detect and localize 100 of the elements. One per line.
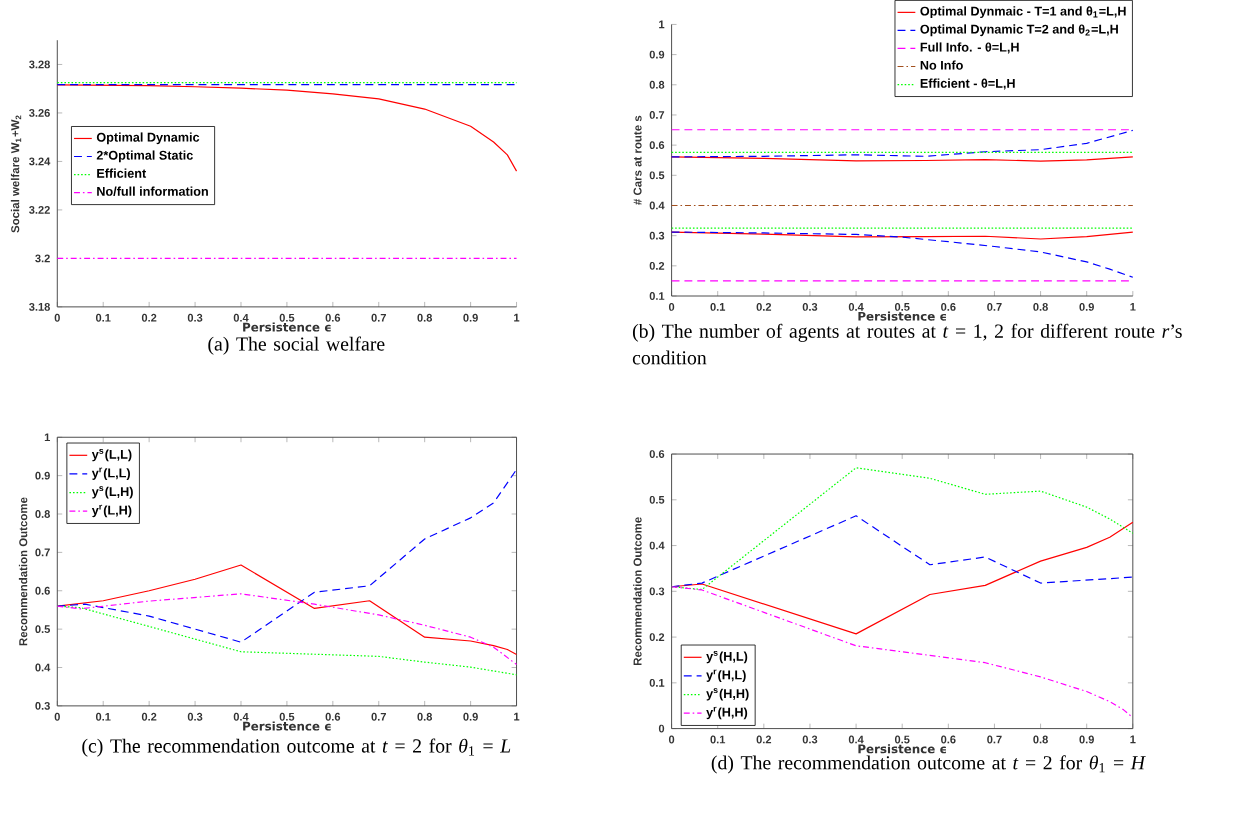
y-tick-label: 0.1 [649,678,665,687]
x-tick-label: 0 [668,302,675,311]
text: (a) The social welfare [208,336,385,355]
y-tick-label: 0.5 [35,625,51,633]
y-tick-label: 0.2 [649,633,665,641]
x-tick-label: 0.9 [1079,302,1094,311]
x-tick-label: 1 [514,313,520,322]
legend-label: No Info [920,60,963,70]
x-tick-label: 0 [54,712,60,721]
x-tick-label: 0.3 [802,302,818,311]
x-tick-label: 0 [54,313,60,322]
x-tick-label: 0.4 [233,313,249,322]
x-tick-label: 0.5 [894,735,910,744]
legend-label: y$^{r}$(L,L) [91,467,130,480]
x-tick-label: 0.6 [941,302,956,311]
x-tick-label: 1 [1130,735,1136,744]
x-tick-label: 0.6 [325,712,341,721]
x-tick-label: 0.3 [187,712,203,721]
y-tick-label: 3.18 [29,302,50,311]
y-tick-label: 3.24 [29,157,51,166]
y-tick-label: 0.2 [649,261,665,270]
y-tick-label: 0.3 [649,231,665,240]
x-tick-label: 0.2 [756,735,772,744]
x-tick-label: 0.7 [371,712,386,721]
line-series [56,593,518,665]
y-tick-label: 0.7 [35,548,50,557]
y-tick-label: 0.6 [35,586,50,595]
y-tick-label: 1 [44,433,51,441]
y-tick-label: 0.4 [649,541,665,550]
x-tick-label: 0.1 [95,313,111,322]
legend-label: Efficient - θ=L,H [920,78,1015,90]
x-tick-label: 0.4 [848,302,864,311]
y-tick-label: 3.2 [35,254,50,263]
x-tick-label: 0.2 [756,302,772,311]
x-tick-label: 0.4 [848,735,864,744]
x-axis-title: Persistence ϵ [243,322,331,332]
y-tick-label: 0.5 [649,171,665,180]
x-tick-label: 1 [1130,302,1136,311]
x-tick-label: 0.6 [325,313,341,322]
line-series [671,231,1134,278]
y-tick-label: 0.9 [35,471,50,480]
x-tick-label: 0.8 [417,313,433,322]
x-tick-label: 0.6 [941,735,956,744]
x-tick-label: 0.5 [279,313,295,322]
x-tick-label: 0.9 [463,712,478,721]
y-tick-label: 0.4 [649,201,665,210]
legend-label: 2*Optimal Static [96,150,193,163]
x-tick-label: 0.5 [894,302,910,311]
x-tick-label: 0.8 [1033,735,1048,744]
x-axis-title: Persistence ϵ [243,721,331,731]
y-tick-label: 3.28 [29,60,50,69]
legend-label: y$^{r}$(H,L) [706,669,746,682]
y-axis-title: Recommendation Outcome [633,517,642,665]
y-axis-title: Recommendation Outcome [18,497,28,646]
x-tick-label: 0.2 [141,712,157,721]
x-tick-label: 0.1 [710,735,726,744]
y-tick-label: 0.4 [35,663,51,672]
legend-label: Full Info. - θ=L,H [920,42,1019,54]
line-series [671,129,1134,158]
y-axis-title: # Cars at route s [633,115,642,205]
y-tick-label: 0.8 [649,80,665,89]
legend-label: No/full information [97,186,208,196]
x-tick-label: 0.1 [95,712,111,721]
x-tick-label: 0.2 [141,313,157,322]
x-tick-label: 0.4 [233,712,249,721]
line-series [671,585,1134,719]
legend-label: Optimal Dynamic [96,132,200,145]
x-axis-title: Persistence ϵ [858,743,946,754]
y-tick-label: 3.26 [29,108,50,117]
y-tick-label: 0.3 [649,587,665,596]
x-tick-label: 0.5 [279,712,295,721]
x-tick-label: 0.1 [710,302,726,311]
y-tick-label: 0.6 [649,449,665,458]
x-tick-label: 1 [514,712,520,721]
x-tick-label: 0.7 [371,313,386,322]
chart-title: (b) The number of agents at routes at t = 1, 2 for different route r’s condition [632,323,1182,365]
y-tick-label: 0.8 [35,509,50,518]
x-tick-label: 0.9 [1079,735,1094,744]
text: (d) The recommendation outcome at t = 2 for θ$_{1}$ = H [711,755,1146,774]
y-tick-label: 0.5 [649,495,665,504]
x-tick-label: 0.9 [463,313,478,322]
legend-label: Optimal Dynmaic - T=1 and θ$_{1}$=L,H [920,6,1126,18]
x-tick-label: 0.3 [187,313,203,322]
legend-label: y$^{r}$(H,H) [706,706,748,720]
x-tick-label: 0.7 [987,302,1002,311]
y-tick-label: 0.1 [649,291,665,300]
x-axis-title: Persistence ϵ [858,311,946,321]
x-tick-label: 0 [668,735,675,744]
legend-label: y$^{s}$(H,L) [706,650,748,664]
legend-label: Efficient [97,168,147,178]
y-tick-label: 0 [658,724,665,733]
y-tick-label: 3.22 [29,205,50,214]
y-tick-label: 0.3 [35,701,50,710]
x-tick-label: 0.8 [1033,302,1048,311]
legend-label: y$^{s}$(L,H) [91,486,133,499]
legend-label: y$^{s}$(H,H) [706,688,749,701]
y-tick-label: 0.9 [649,50,665,59]
legend-label: y$^{s}$(L,L) [91,448,132,462]
y-tick-label: 0.6 [649,141,665,149]
legend-label: y$^{r}$(L,H) [91,504,132,518]
